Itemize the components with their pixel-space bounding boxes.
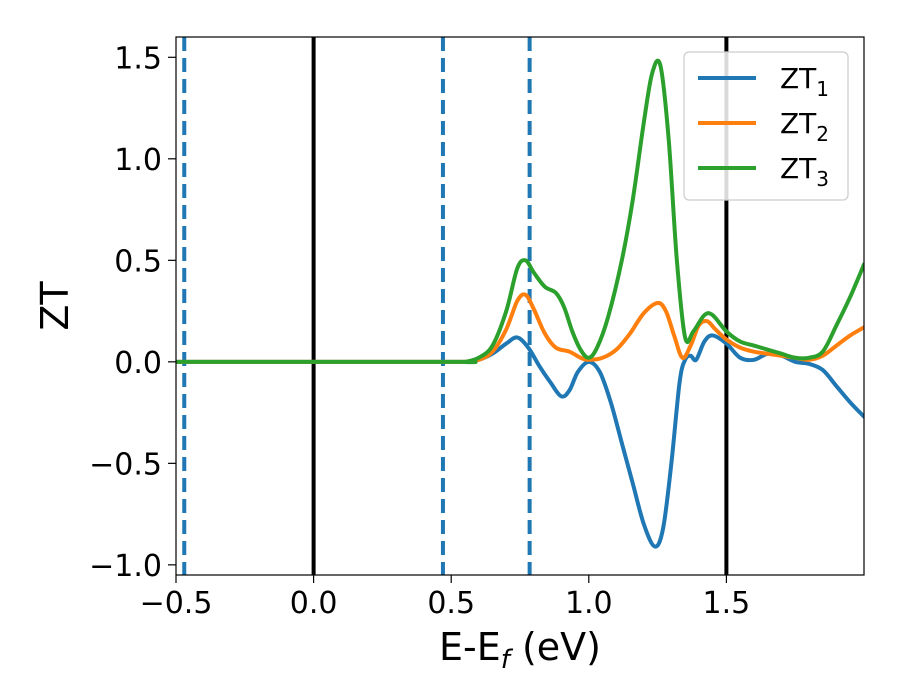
x-axis-ticks: −0.5 0.0 0.5 1.0 1.5 [140,575,751,621]
series-line-zt3 [176,58,864,365]
x-tick-label: 1.0 [565,586,613,621]
x-tick-label: 1.5 [703,586,751,621]
x-tick-label: 0.5 [427,586,475,621]
y-tick-label: −0.5 [89,447,162,482]
series-lines [176,58,864,549]
legend-label-zt1: ZT1 [780,62,829,101]
y-tick-label: 1.5 [114,41,162,76]
x-axis-title-main: E-E [439,625,501,669]
y-tick-label: 0.5 [114,244,162,279]
y-axis-title: ZT [33,281,77,331]
plot-frame [175,36,865,576]
series-line-zt1 [176,333,864,549]
x-axis-title-suffix: (eV) [510,625,601,669]
x-axis-title: E-Ef (eV) [439,625,601,675]
legend-label-zt2: ZT2 [780,107,829,146]
series-line-zt2 [176,292,864,364]
y-tick-label: −1.0 [89,549,162,584]
y-axis-ticks: −1.0 −0.5 0.0 0.5 1.0 1.5 [89,41,176,584]
x-tick-label: 0.0 [290,586,338,621]
y-tick-label: 0.0 [114,346,162,381]
x-tick-label: −0.5 [140,586,213,621]
y-tick-label: 1.0 [114,143,162,178]
legend-label-zt3: ZT3 [780,152,829,191]
legend-box [683,51,849,201]
legend: ZT1 ZT2 ZT3 [683,51,849,201]
